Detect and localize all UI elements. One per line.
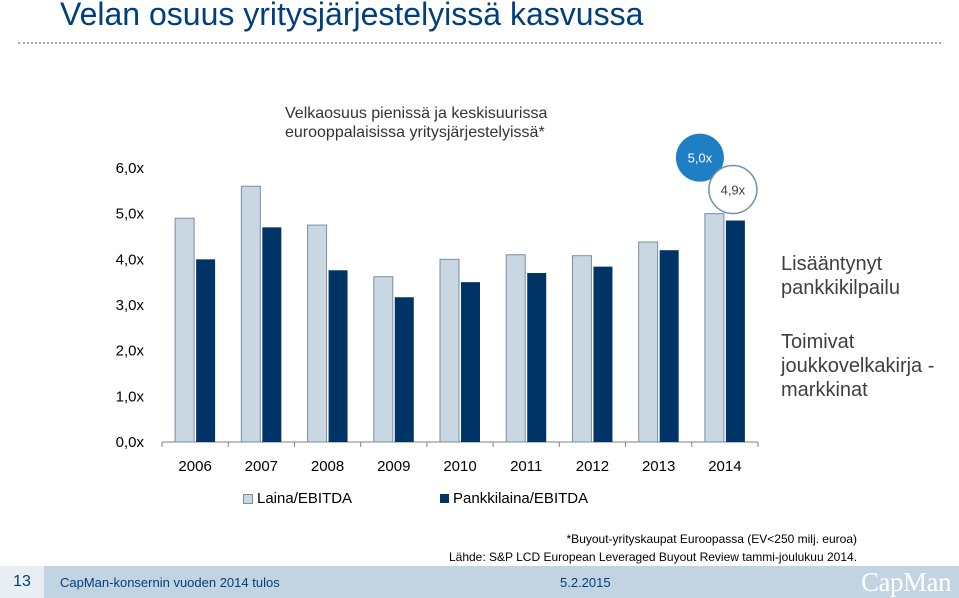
side-note-bond-markets: Toimivat joukkovelkakirja -markkinat — [781, 331, 935, 401]
slide-title: Velan osuus yritysjärjestelyissä kasvuss… — [60, 0, 644, 32]
bar-pankkilaina-ebitda — [527, 273, 547, 442]
footer-presentation-title: CapMan-konsernin vuoden 2014 tulos — [60, 575, 280, 590]
x-tick-label: 2008 — [311, 458, 344, 475]
y-tick-label: 0,0x — [116, 434, 145, 451]
capman-logo: CapMan — [861, 567, 951, 597]
bar-laina-ebitda — [307, 224, 328, 443]
bar-laina-ebitda — [704, 213, 725, 443]
bar-pankkilaina-ebitda — [394, 297, 414, 442]
bar-pankkilaina-ebitda — [725, 220, 745, 442]
bar-laina-ebitda — [373, 276, 394, 443]
side-note-bank-competition: Lisääntynyt pankkikilpailu — [781, 253, 900, 299]
title-divider — [18, 42, 941, 44]
bar-laina-ebitda — [240, 185, 261, 443]
x-tick-label: 2007 — [245, 458, 278, 475]
legend-item-pankkilaina: Pankkilaina/EBITDA — [440, 490, 588, 507]
bar-pankkilaina-ebitda — [196, 259, 216, 442]
x-tick-label: 2012 — [576, 458, 609, 475]
x-tick-label: 2013 — [642, 458, 675, 475]
y-tick-label: 2,0x — [116, 343, 145, 360]
annotation-bubble — [675, 133, 724, 182]
page-number: 13 — [0, 566, 44, 598]
legend-item-laina: Laina/EBITDA — [243, 490, 352, 507]
x-tick-label: 2014 — [708, 458, 741, 475]
bar-laina-ebitda — [505, 254, 526, 443]
bar-pankkilaina-ebitda — [461, 282, 480, 442]
legend-label-pankkilaina: Pankkilaina/EBITDA — [453, 490, 589, 507]
y-tick-label: 1,0x — [116, 388, 145, 405]
legend-label-laina: Laina/EBITDA — [257, 490, 353, 507]
legend-swatch-laina — [243, 493, 253, 504]
footnote-definition: *Buyout-yrityskaupat Euroopassa (EV<250 … — [566, 532, 857, 546]
footer-date: 5.2.2015 — [560, 575, 611, 590]
y-tick-label: 5,0x — [116, 206, 145, 223]
bar-pankkilaina-ebitda — [328, 270, 348, 442]
chart-title: Velkaosuus pienissä ja keskisuurissa eur… — [285, 105, 548, 141]
bar-pankkilaina-ebitda — [262, 227, 282, 442]
chart-legend: Laina/EBITDA Pankkilaina/EBITDA — [243, 490, 588, 507]
x-tick-label: 2006 — [178, 458, 211, 475]
footnote-source: Lähde: S&P LCD European Leveraged Buyout… — [448, 550, 857, 564]
x-tick-label: 2010 — [443, 458, 476, 475]
y-tick-label: 6,0x — [116, 160, 145, 177]
y-tick-label: 4,0x — [116, 251, 145, 268]
annotation-label: 4,9x — [721, 183, 746, 198]
annotation-bubble — [708, 164, 758, 215]
bar-pankkilaina-ebitda — [659, 250, 679, 442]
bar-laina-ebitda — [174, 217, 195, 443]
annotation-label: 5,0x — [688, 151, 713, 166]
bar-laina-ebitda — [571, 255, 592, 443]
bar-pankkilaina-ebitda — [593, 266, 613, 442]
bar-laina-ebitda — [638, 241, 659, 443]
bar-laina-ebitda — [439, 258, 460, 443]
x-tick-label: 2011 — [510, 458, 542, 475]
y-tick-label: 3,0x — [116, 297, 145, 314]
legend-swatch-pankkilaina — [440, 494, 450, 503]
x-tick-label: 2009 — [377, 458, 410, 475]
footer-bar: 13 CapMan-konsernin vuoden 2014 tulos 5.… — [0, 566, 959, 598]
